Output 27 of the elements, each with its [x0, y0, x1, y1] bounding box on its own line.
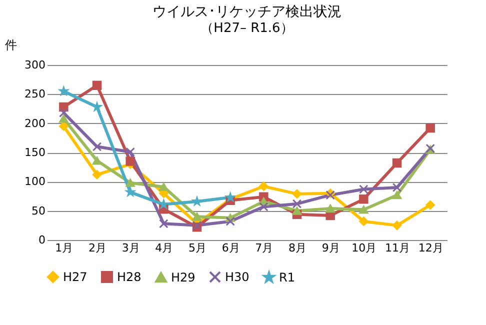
y-tick-label: 100 — [24, 175, 46, 188]
x-tick-label: 4月 — [155, 242, 174, 254]
x-tick-label: 1月 — [55, 242, 74, 254]
y-tick-label: 150 — [24, 146, 46, 159]
x-tick-label: 10月 — [352, 242, 377, 254]
x-tick-label: 6月 — [222, 242, 240, 254]
x-tick-label: 5月 — [188, 242, 206, 254]
legend-label: H30 — [225, 270, 250, 284]
legend-label: H27 — [63, 270, 88, 284]
y-tick-label: 0 — [38, 234, 46, 246]
y-tick-label: 300 — [24, 58, 46, 72]
x-tick-label: 12月 — [418, 242, 444, 254]
legend-label: H29 — [171, 270, 196, 284]
x-tick-label: 8月 — [288, 242, 306, 254]
x-tick-label: 2月 — [88, 242, 106, 254]
x-tick-label: 11月 — [385, 242, 410, 254]
y-axis-title: 件 — [5, 38, 17, 52]
legend-label: R1 — [279, 270, 295, 284]
y-tick-label: 50 — [32, 204, 46, 218]
y-tick-label: 250 — [24, 88, 46, 101]
chart-title: ウイルス･リケッチア検出状況 — [152, 4, 342, 20]
x-tick-label: 7月 — [255, 242, 274, 254]
y-tick-label: 200 — [24, 116, 46, 130]
x-tick-label: 3月 — [122, 242, 140, 254]
chart-subtitle: （H27– R1.6） — [200, 21, 294, 36]
legend-label: H28 — [117, 270, 142, 284]
x-tick-label: 9月 — [322, 242, 340, 254]
